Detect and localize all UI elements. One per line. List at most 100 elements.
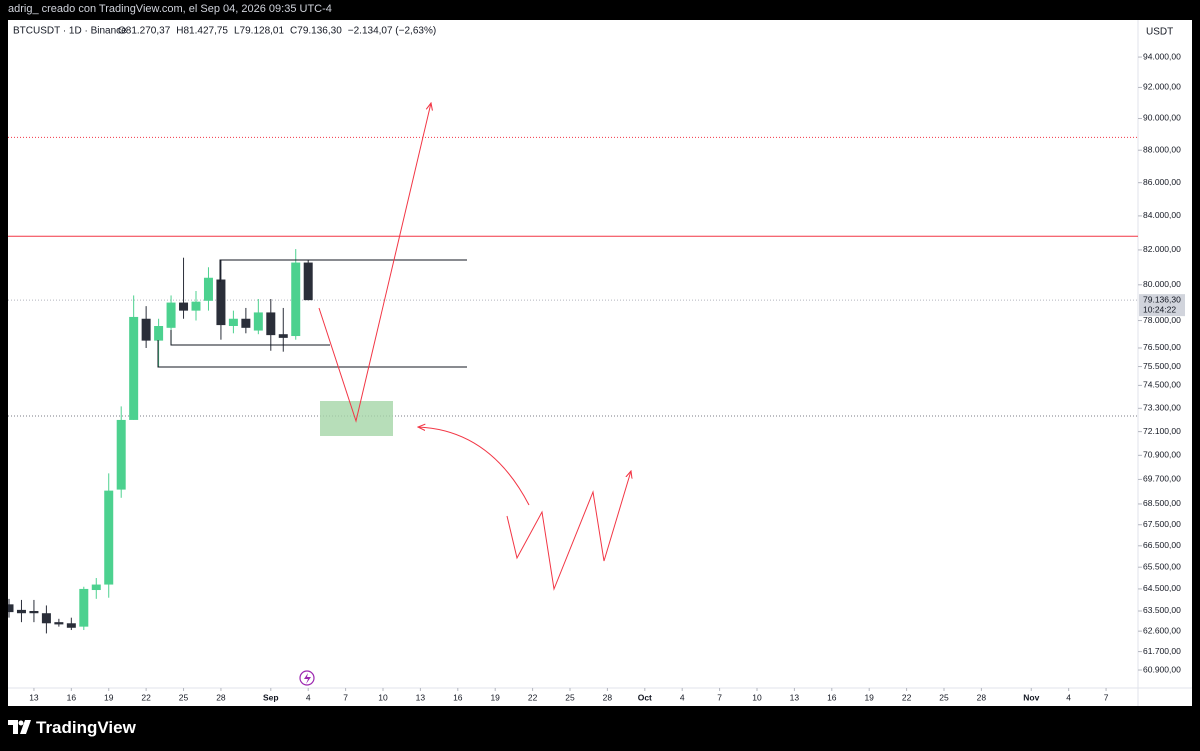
- symbol: BTCUSDT · 1D · Binance: [13, 26, 127, 37]
- y-tick-label: 68.500,00: [1143, 498, 1181, 508]
- candle-body: [116, 419, 126, 490]
- x-tick-label: 7: [717, 692, 722, 702]
- last-price-label: 79.136,30: [1143, 294, 1181, 304]
- x-tick-label: 22: [141, 692, 151, 702]
- ohlc-value: C79.136,30: [290, 26, 342, 37]
- y-tick-label: 94.000,00: [1143, 51, 1181, 61]
- x-tick-label: 28: [977, 692, 987, 702]
- candle-body: [191, 301, 201, 311]
- candle-body: [203, 277, 213, 301]
- x-tick-label: 28: [216, 692, 226, 702]
- x-tick-label: 19: [864, 692, 874, 702]
- candle-body: [154, 325, 164, 341]
- y-tick-label: 64.500,00: [1143, 583, 1181, 593]
- x-tick-label: 10: [752, 692, 762, 702]
- x-tick-label: 7: [1104, 692, 1109, 702]
- caption: adrig_ creado con TradingView.com, el Se…: [8, 3, 332, 15]
- candle-body: [179, 302, 189, 311]
- y-tick-label: 67.500,00: [1143, 519, 1181, 529]
- y-tick-label: 84.000,00: [1143, 210, 1181, 220]
- candle-body: [303, 262, 313, 301]
- x-tick-label: 19: [490, 692, 500, 702]
- x-tick-label: 13: [416, 692, 426, 702]
- candle-body: [41, 613, 51, 624]
- y-tick-label: 63.500,00: [1143, 605, 1181, 615]
- y-tick-label: 72.100,00: [1143, 426, 1181, 436]
- x-tick-label: 25: [179, 692, 189, 702]
- ohlc-value: O81.270,37: [118, 26, 171, 37]
- x-tick-label: 4: [1066, 692, 1071, 702]
- event-icon: [299, 670, 315, 686]
- x-tick-label: 10: [378, 692, 388, 702]
- x-tick-label: Oct: [638, 692, 652, 702]
- range-line: [219, 259, 467, 282]
- countdown: 10:24:22: [1143, 304, 1176, 314]
- candle-body: [141, 318, 151, 341]
- last-price-box: [1139, 294, 1185, 317]
- brand: TradingView: [36, 718, 136, 737]
- y-tick-label: 82.000,00: [1143, 244, 1181, 254]
- y-tick-label: 92.000,00: [1143, 82, 1181, 92]
- y-tick-label: 74.500,00: [1143, 380, 1181, 390]
- candle-body: [129, 316, 139, 420]
- chart-background: [8, 20, 1192, 706]
- candle-body: [104, 490, 114, 585]
- candle-body: [54, 622, 64, 625]
- x-tick-label: 16: [67, 692, 77, 702]
- zigzag-arrow: [506, 471, 631, 591]
- candle-body: [166, 302, 176, 328]
- candle-body: [278, 334, 288, 338]
- x-tick-label: 7: [343, 692, 348, 702]
- curved-arrow: [418, 427, 530, 506]
- candle-body: [8, 604, 14, 613]
- y-tick-label: 69.700,00: [1143, 474, 1181, 484]
- logo: [8, 720, 31, 734]
- candle-body: [241, 318, 251, 328]
- x-tick-label: 16: [827, 692, 837, 702]
- range-line: [170, 330, 330, 346]
- range-line: [157, 340, 467, 368]
- candle-body: [29, 610, 39, 614]
- candle-body: [216, 279, 226, 326]
- x-tick-label: Nov: [1023, 692, 1039, 702]
- x-tick-label: 4: [680, 692, 685, 702]
- y-tick-label: 75.500,00: [1143, 361, 1181, 371]
- y-tick-label: 65.500,00: [1143, 561, 1181, 571]
- projection-arrow: [318, 103, 431, 423]
- drawings: [157, 103, 631, 686]
- y-tick-label: 86.000,00: [1143, 177, 1181, 187]
- candle-body: [91, 584, 101, 591]
- x-tick-label: 19: [104, 692, 114, 702]
- y-tick-label: 60.900,00: [1143, 664, 1181, 674]
- change: −2.134,07 (−2,63%): [348, 26, 436, 37]
- y-tick-label: 76.500,00: [1143, 342, 1181, 352]
- ohlc-value: H81.427,75: [176, 26, 228, 37]
- event-icon-bolt: [304, 673, 311, 684]
- candle-body: [16, 609, 26, 614]
- x-tick-label: 25: [565, 692, 575, 702]
- y-tick-label: 70.900,00: [1143, 450, 1181, 460]
- x-tick-label: 13: [29, 692, 39, 702]
- candle-body: [266, 312, 276, 336]
- candle-body: [228, 318, 238, 326]
- y-tick-label: 78.000,00: [1143, 315, 1181, 325]
- y-tick-label: 61.700,00: [1143, 646, 1181, 656]
- x-tick-label: 16: [453, 692, 463, 702]
- x-tick-label: 22: [528, 692, 538, 702]
- y-tick-label: 90.000,00: [1143, 113, 1181, 123]
- x-tick-label: 28: [603, 692, 613, 702]
- y-tick-label: 62.600,00: [1143, 625, 1181, 635]
- y-tick-label: 80.000,00: [1143, 279, 1181, 289]
- x-tick-label: Sep: [263, 692, 279, 702]
- y-tick-label: 73.300,00: [1143, 403, 1181, 413]
- x-tick-label: 4: [306, 692, 311, 702]
- candle-body: [291, 262, 301, 337]
- candle-body: [79, 588, 89, 627]
- ohlc-value: L79.128,01: [234, 26, 284, 37]
- currency: USDT: [1146, 27, 1173, 38]
- x-tick-label: 13: [790, 692, 800, 702]
- y-tick-label: 88.000,00: [1143, 144, 1181, 154]
- y-tick-label: 66.500,00: [1143, 540, 1181, 550]
